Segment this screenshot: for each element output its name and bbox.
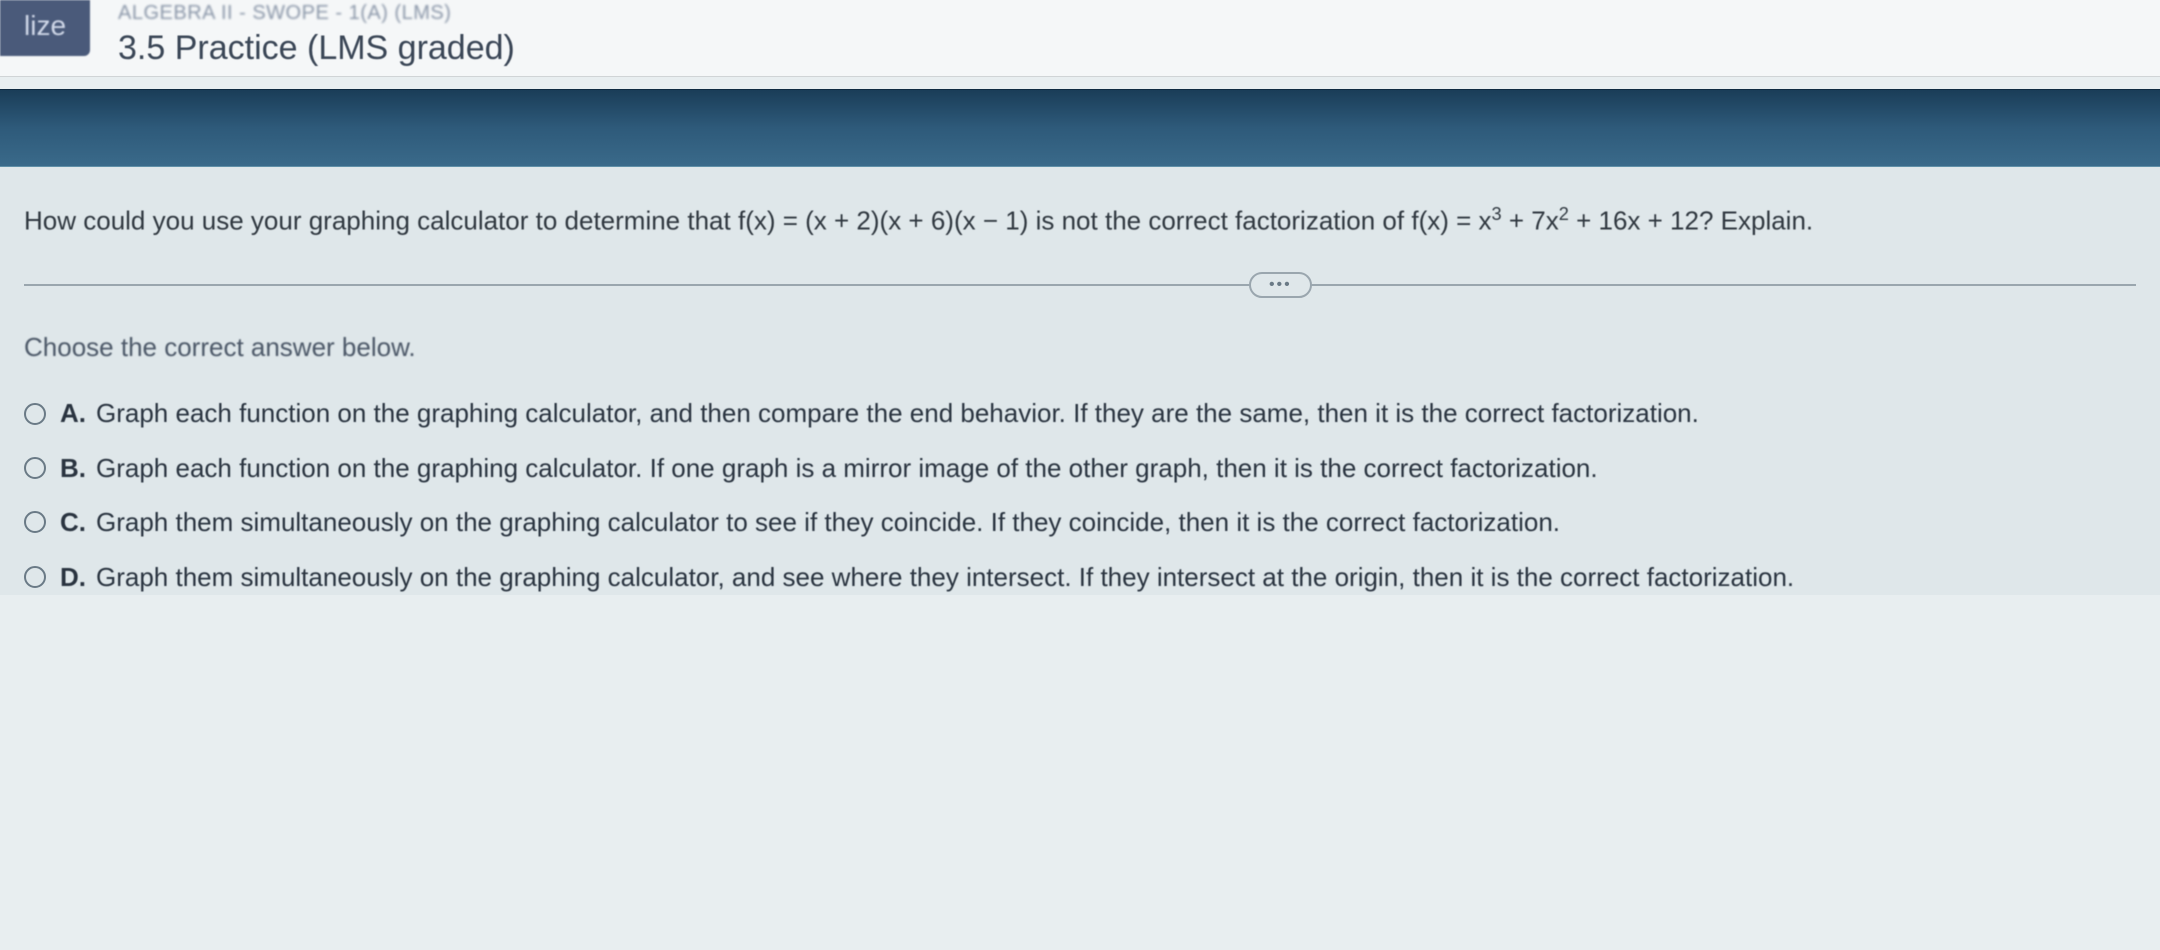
option-c-text: Graph them simultaneously on the graphin…	[96, 507, 1560, 537]
option-b[interactable]: B. Graph each function on the graphing ca…	[24, 450, 2136, 486]
choose-prompt: Choose the correct answer below.	[24, 332, 2136, 363]
question-exp1: 3	[1492, 204, 1502, 224]
option-b-text: Graph each function on the graphing calc…	[96, 453, 1598, 483]
question-fx2b: + 7x	[1502, 206, 1559, 236]
top-bar: lize ALGEBRA II - SWOPE - 1(A) (LMS) 3.5…	[0, 0, 2160, 77]
question-fx2a: f(x) = x	[1411, 206, 1491, 236]
option-d[interactable]: D. Graph them simultaneously on the graph…	[24, 559, 2136, 595]
course-badge: lize	[0, 0, 90, 56]
option-b-label: B. Graph each function on the graphing ca…	[60, 450, 1598, 486]
question-fx2c: + 16x + 12? Explain.	[1569, 206, 1813, 236]
option-d-text: Graph them simultaneously on the graphin…	[96, 562, 1794, 592]
question-content: How could you use your graphing calculat…	[0, 167, 2160, 595]
option-a-text: Graph each function on the graphing calc…	[96, 398, 1699, 428]
option-b-letter: B.	[60, 453, 86, 483]
expand-pill[interactable]: •••	[1249, 272, 1312, 298]
question-fx1: f(x) = (x + 2)(x + 6)(x − 1)	[738, 206, 1028, 236]
assignment-title: 3.5 Practice (LMS graded)	[118, 29, 515, 68]
option-c-label: C. Graph them simultaneously on the graph…	[60, 504, 1560, 540]
radio-icon[interactable]	[24, 566, 46, 588]
radio-icon[interactable]	[24, 457, 46, 479]
option-d-letter: D.	[60, 562, 86, 592]
radio-icon[interactable]	[24, 403, 46, 425]
question-prefix: How could you use your graphing calculat…	[24, 206, 738, 236]
blue-banner	[0, 89, 2160, 167]
divider: •••	[24, 270, 2136, 302]
option-c[interactable]: C. Graph them simultaneously on the graph…	[24, 504, 2136, 540]
question-text: How could you use your graphing calculat…	[24, 201, 2136, 270]
option-a-letter: A.	[60, 398, 86, 428]
option-c-letter: C.	[60, 507, 86, 537]
question-exp2: 2	[1559, 204, 1569, 224]
radio-icon[interactable]	[24, 511, 46, 533]
option-d-label: D. Graph them simultaneously on the graph…	[60, 559, 1794, 595]
options-group: A. Graph each function on the graphing ca…	[24, 395, 2136, 595]
question-mid: is not the correct factorization of	[1028, 206, 1411, 236]
title-block: ALGEBRA II - SWOPE - 1(A) (LMS) 3.5 Prac…	[118, 0, 515, 68]
course-name: ALGEBRA II - SWOPE - 1(A) (LMS)	[118, 2, 515, 25]
option-a[interactable]: A. Graph each function on the graphing ca…	[24, 395, 2136, 431]
divider-line	[24, 284, 2136, 286]
option-a-label: A. Graph each function on the graphing ca…	[60, 395, 1699, 431]
